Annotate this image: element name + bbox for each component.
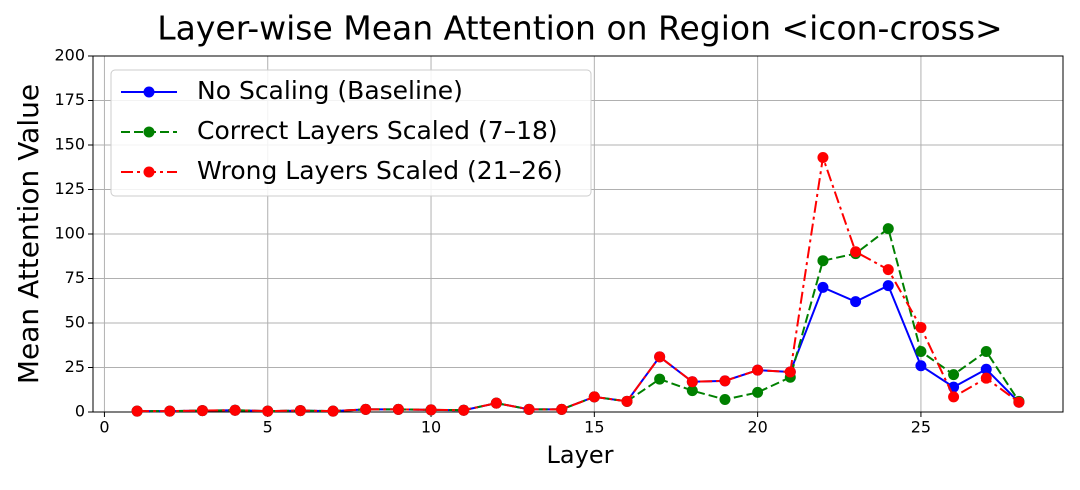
y-axis-label: Mean Attention Value	[12, 84, 45, 384]
data-point	[229, 404, 241, 416]
y-tick-label: 100	[54, 224, 85, 243]
data-point	[1013, 396, 1025, 408]
data-point	[882, 223, 894, 235]
data-point	[850, 246, 862, 258]
legend-label: Wrong Layers Scaled (21–26)	[197, 156, 563, 185]
x-tick-label: 25	[911, 418, 931, 437]
legend-box	[110, 69, 592, 197]
legend-marker	[143, 86, 155, 98]
data-point	[262, 405, 274, 417]
series-line	[137, 226, 1020, 413]
data-point	[131, 405, 143, 417]
y-tick-label: 150	[54, 135, 85, 154]
data-point	[752, 364, 764, 376]
legend-label: No Scaling (Baseline)	[197, 76, 463, 105]
data-point	[719, 394, 731, 406]
data-point	[948, 391, 960, 403]
data-point	[948, 369, 960, 381]
x-axis-label: Layer	[547, 441, 614, 469]
data-point	[294, 405, 306, 417]
data-point	[686, 385, 698, 397]
data-point	[817, 151, 829, 163]
x-tick-label: 10	[421, 418, 441, 437]
data-point	[915, 321, 927, 333]
data-point	[850, 296, 862, 308]
x-tick-label: 20	[747, 418, 767, 437]
y-tick-label: 175	[54, 90, 85, 109]
legend-marker	[143, 166, 155, 178]
y-tick-label: 50	[65, 313, 85, 332]
x-tick-label: 0	[99, 418, 109, 437]
legend-label: Correct Layers Scaled (7–18)	[197, 116, 558, 145]
data-point	[327, 405, 339, 417]
y-tick-label: 0	[75, 402, 85, 421]
data-point	[980, 363, 992, 375]
data-point	[686, 376, 698, 388]
data-point	[915, 345, 927, 357]
data-point	[752, 386, 764, 398]
data-point	[980, 372, 992, 384]
data-point	[523, 403, 535, 415]
data-point	[556, 403, 568, 415]
data-point	[882, 264, 894, 276]
data-point	[882, 280, 894, 292]
data-point	[817, 255, 829, 267]
series-line	[137, 284, 1020, 413]
data-point	[980, 345, 992, 357]
y-tick-label: 125	[54, 179, 85, 198]
data-point	[588, 391, 600, 403]
data-point	[915, 360, 927, 372]
data-point	[458, 404, 470, 416]
y-tick-label: 200	[54, 46, 85, 65]
data-point	[654, 373, 666, 385]
data-point	[360, 403, 372, 415]
series-line	[137, 157, 1020, 413]
legend-marker	[143, 126, 155, 138]
data-point	[719, 375, 731, 387]
x-tick-label: 15	[584, 418, 604, 437]
chart-title: Layer-wise Mean Attention on Region <ico…	[157, 9, 1002, 48]
y-tick-label: 25	[65, 357, 85, 376]
plot-frame	[92, 55, 1064, 413]
data-point	[784, 366, 796, 378]
x-tick-label: 5	[263, 418, 273, 437]
data-point	[490, 397, 502, 409]
data-point	[164, 405, 176, 417]
data-point	[621, 395, 633, 407]
data-point	[196, 405, 208, 417]
data-point	[392, 403, 404, 415]
data-point	[425, 404, 437, 416]
y-tick-label: 75	[65, 268, 85, 287]
data-point	[654, 351, 666, 363]
data-point	[817, 281, 829, 293]
